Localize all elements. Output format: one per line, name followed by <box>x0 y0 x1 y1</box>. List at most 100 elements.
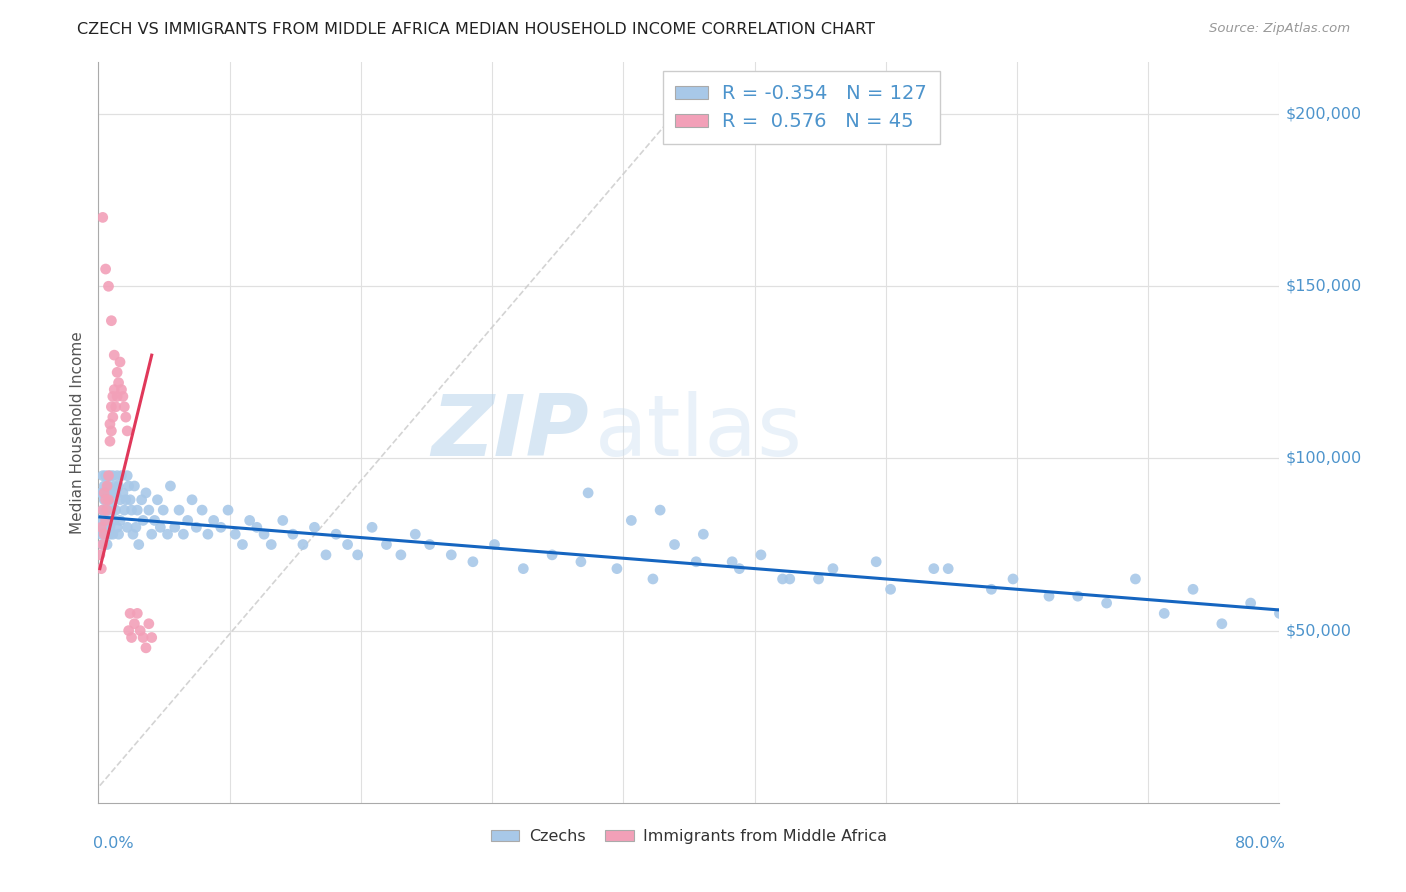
Point <box>569 555 592 569</box>
Point <box>1153 607 1175 621</box>
Point <box>111 486 134 500</box>
Point <box>124 479 146 493</box>
Point <box>98 468 121 483</box>
Point <box>90 520 112 534</box>
Point <box>120 607 142 621</box>
Point <box>91 537 114 551</box>
Point <box>1268 607 1291 621</box>
Point <box>879 582 901 597</box>
Point <box>96 503 118 517</box>
Point <box>191 503 214 517</box>
Point <box>111 389 134 403</box>
Point <box>260 537 283 551</box>
Point <box>94 513 117 527</box>
Point <box>103 479 125 493</box>
Point <box>172 527 194 541</box>
Point <box>96 537 118 551</box>
Text: 80.0%: 80.0% <box>1234 836 1285 851</box>
Point <box>104 486 127 500</box>
Point <box>104 503 127 517</box>
Point <box>100 400 122 414</box>
Text: atlas: atlas <box>595 391 803 475</box>
Point <box>108 513 131 527</box>
Point <box>97 479 120 493</box>
Point <box>114 492 136 507</box>
Point <box>202 513 225 527</box>
Point <box>120 492 142 507</box>
Point <box>101 389 124 403</box>
Point <box>103 348 125 362</box>
Point <box>163 520 186 534</box>
Point <box>105 365 128 379</box>
Point <box>96 479 118 493</box>
Point <box>650 503 672 517</box>
Text: $50,000: $50,000 <box>1285 624 1351 638</box>
Point <box>94 468 117 483</box>
Point <box>98 520 121 534</box>
Point <box>98 434 121 449</box>
Point <box>325 527 347 541</box>
Point <box>685 555 707 569</box>
Point <box>115 424 138 438</box>
Point <box>1125 572 1147 586</box>
Point <box>89 513 111 527</box>
Point <box>821 561 844 575</box>
Point <box>779 572 801 586</box>
Point <box>576 486 599 500</box>
Point <box>271 513 294 527</box>
Point <box>97 492 120 507</box>
Point <box>807 572 830 586</box>
Point <box>620 513 643 527</box>
Point <box>118 624 141 638</box>
Legend: Czechs, Immigrants from Middle Africa: Czechs, Immigrants from Middle Africa <box>484 822 894 850</box>
Point <box>239 513 262 527</box>
Point <box>107 527 129 541</box>
Point <box>121 503 143 517</box>
Point <box>936 561 959 575</box>
Point <box>89 548 111 562</box>
Point <box>93 527 115 541</box>
Point <box>641 572 664 586</box>
Point <box>512 561 534 575</box>
Point <box>749 548 772 562</box>
Point <box>224 527 246 541</box>
Point <box>1095 596 1118 610</box>
Point <box>91 503 114 517</box>
Point <box>110 468 132 483</box>
Point <box>100 314 122 328</box>
Point <box>1001 572 1024 586</box>
Point <box>197 527 219 541</box>
Point <box>112 503 135 517</box>
Point <box>167 503 190 517</box>
Point <box>141 631 163 645</box>
Point <box>440 548 463 562</box>
Point <box>484 537 506 551</box>
Point <box>105 468 128 483</box>
Point <box>246 520 269 534</box>
Point <box>1067 589 1090 603</box>
Point <box>143 513 166 527</box>
Point <box>135 640 157 655</box>
Point <box>97 468 120 483</box>
Point <box>304 520 326 534</box>
Point <box>128 537 150 551</box>
Point <box>336 537 359 551</box>
Point <box>156 527 179 541</box>
Point <box>124 616 146 631</box>
Point <box>132 513 155 527</box>
Point <box>108 355 131 369</box>
Point <box>922 561 945 575</box>
Point <box>721 555 744 569</box>
Point <box>1211 616 1233 631</box>
Point <box>404 527 426 541</box>
Point <box>94 527 117 541</box>
Point <box>91 468 114 483</box>
Point <box>181 492 204 507</box>
Point <box>105 389 128 403</box>
Point <box>91 211 114 225</box>
Point <box>115 520 138 534</box>
Point <box>100 424 122 438</box>
Point <box>135 486 157 500</box>
Point <box>112 400 135 414</box>
Point <box>94 513 117 527</box>
